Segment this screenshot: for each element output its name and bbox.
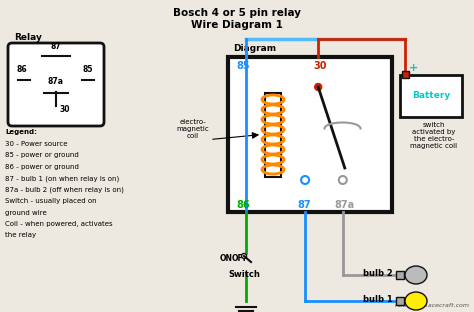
Text: 30: 30 — [313, 61, 327, 71]
Text: ground wire: ground wire — [5, 209, 47, 216]
Text: switch
activated by
the electro-
magnetic coil: switch activated by the electro- magneti… — [410, 122, 457, 149]
Text: Coil - when powered, activates: Coil - when powered, activates — [5, 221, 113, 227]
Text: 87a - bulb 2 (off when relay is on): 87a - bulb 2 (off when relay is on) — [5, 187, 124, 193]
Text: electro-
magnetic
coil: electro- magnetic coil — [177, 119, 210, 139]
Text: 87: 87 — [297, 200, 310, 210]
Text: 87a: 87a — [335, 200, 355, 210]
Text: 87a: 87a — [48, 77, 64, 86]
Circle shape — [339, 176, 347, 184]
Text: Wire Diagram 1: Wire Diagram 1 — [191, 20, 283, 30]
Bar — [396, 297, 404, 305]
Text: 85 - power or ground: 85 - power or ground — [5, 152, 79, 158]
Text: 30 - Power source: 30 - Power source — [5, 140, 67, 147]
Text: 86: 86 — [236, 200, 250, 210]
Text: the relay: the relay — [5, 232, 36, 238]
Text: 87: 87 — [51, 42, 61, 51]
Text: Battery: Battery — [412, 91, 450, 100]
Bar — [228, 57, 392, 212]
Text: 87 - bulb 1 (on when relay is on): 87 - bulb 1 (on when relay is on) — [5, 175, 119, 182]
Text: 30: 30 — [60, 105, 71, 114]
Text: Diagram: Diagram — [233, 44, 276, 53]
Text: Switch: Switch — [228, 270, 260, 279]
Bar — [402, 71, 409, 78]
Text: OFF: OFF — [231, 254, 248, 263]
Text: 85: 85 — [236, 61, 250, 71]
Text: Relay: Relay — [14, 33, 42, 42]
Bar — [396, 271, 404, 279]
Circle shape — [301, 176, 309, 184]
Ellipse shape — [405, 266, 427, 284]
Text: bulb 2: bulb 2 — [363, 270, 393, 279]
FancyBboxPatch shape — [8, 43, 104, 126]
Text: +: + — [410, 63, 419, 73]
Text: 86 - power or ground: 86 - power or ground — [5, 163, 79, 169]
Text: ON: ON — [219, 254, 233, 263]
Circle shape — [241, 253, 246, 259]
Circle shape — [315, 84, 322, 90]
Bar — [265, 92, 281, 177]
Text: 85: 85 — [83, 65, 93, 74]
Text: bulb 1: bulb 1 — [363, 295, 393, 305]
Text: Switch - usually placed on: Switch - usually placed on — [5, 198, 97, 204]
Text: 86: 86 — [17, 65, 27, 74]
Text: Bosch 4 or 5 pin relay: Bosch 4 or 5 pin relay — [173, 8, 301, 18]
Text: Legend:: Legend: — [5, 129, 37, 135]
Text: HourNineRacecraft.com: HourNineRacecraft.com — [395, 303, 470, 308]
FancyBboxPatch shape — [400, 75, 462, 117]
Ellipse shape — [405, 292, 427, 310]
